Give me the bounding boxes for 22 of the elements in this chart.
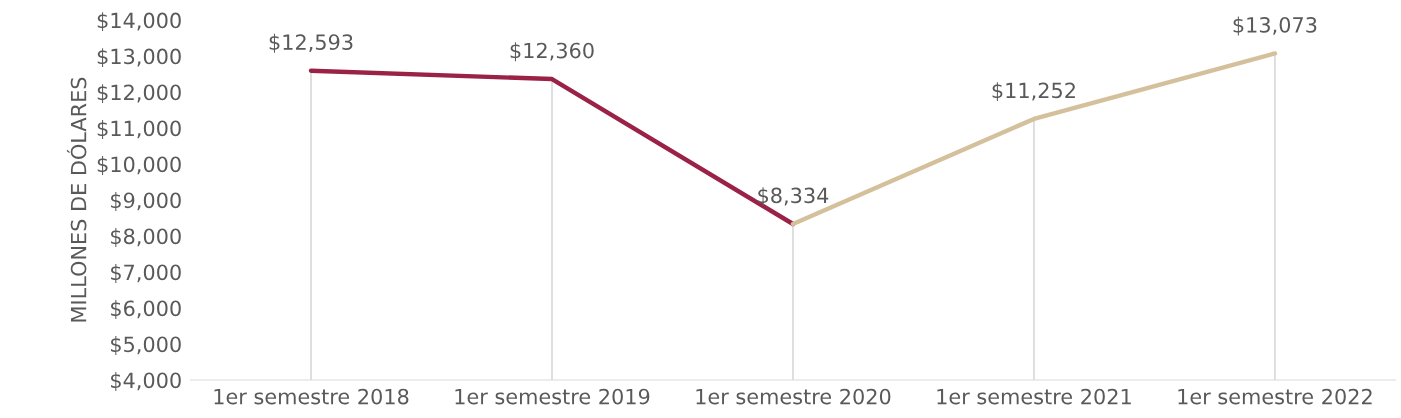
x-tick-label: 1er semestre 2018 [214,388,409,405]
y-tick-label: $8,000 [111,228,181,247]
y-tick-label: $6,000 [111,300,181,319]
y-tick-label: $13,000 [97,48,181,68]
y-tick-label: $11,000 [97,120,181,140]
data-label: $12,360 [510,42,594,62]
data-label: $11,252 [992,82,1075,102]
y-tick-label: $14,000 [97,12,181,32]
x-tick-label: 1er semestre 2021 [937,388,1131,405]
x-tick-label: 1er semestre 2020 [696,388,891,405]
y-tick-label: $10,000 [97,156,181,175]
y-tick-label: $12,000 [97,84,181,104]
data-label: $12,593 [269,33,353,53]
x-tick-label: 1er semestre 2019 [455,388,650,405]
data-label: $13,073 [1233,16,1317,36]
y-tick-label: $7,000 [111,264,181,283]
y-tick-label: $5,000 [111,336,181,355]
x-tick-label: 1er semestre 2022 [1178,388,1372,405]
y-tick-label: $4,000 [111,372,181,391]
y-axis-title: MILLONES DE DÓLARES [66,77,87,322]
data-label: $8,334 [758,187,829,207]
y-tick-label: $9,000 [111,192,181,211]
